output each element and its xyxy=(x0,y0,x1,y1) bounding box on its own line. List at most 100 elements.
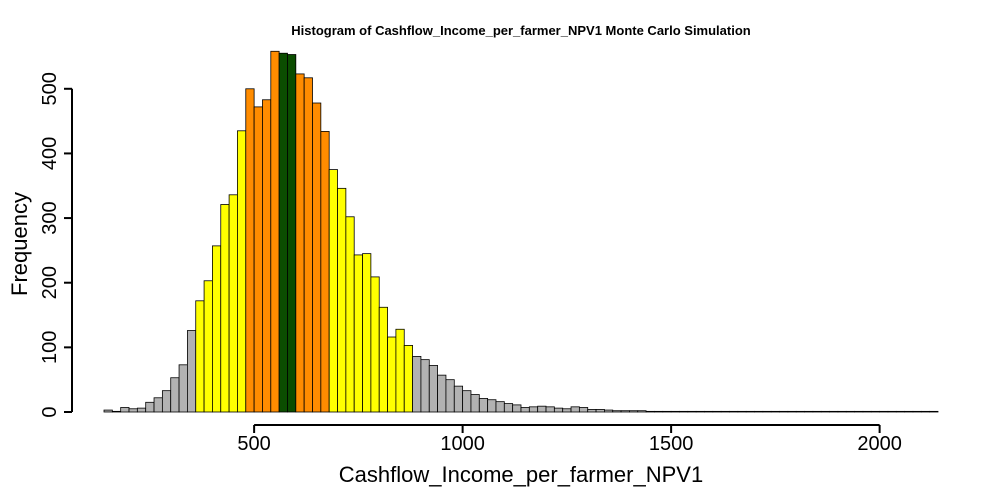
histogram-bar xyxy=(562,408,572,413)
histogram-bar xyxy=(837,410,847,413)
histogram-bar xyxy=(287,54,297,413)
histogram-bar xyxy=(136,407,147,413)
histogram-bar xyxy=(520,407,530,413)
histogram-bar xyxy=(854,410,864,413)
histogram-bar xyxy=(512,404,522,413)
histogram-bar xyxy=(270,50,280,413)
histogram-bar xyxy=(278,52,288,413)
histogram-bar xyxy=(904,410,914,413)
histogram-bar xyxy=(570,406,580,413)
histogram-bar xyxy=(195,300,205,413)
histogram-bar xyxy=(170,377,180,413)
histogram-bar xyxy=(428,365,439,413)
histogram-bar xyxy=(453,385,464,413)
histogram-bar xyxy=(829,410,839,413)
histogram-bar xyxy=(228,194,238,413)
histogram-bar xyxy=(220,204,230,413)
histogram-bar xyxy=(412,356,422,413)
x-tick-label: 1000 xyxy=(440,433,485,455)
histogram-bar xyxy=(720,410,730,413)
histogram-bar xyxy=(295,73,305,413)
histogram-bar xyxy=(629,410,639,413)
histogram-bar xyxy=(495,401,505,413)
histogram-bar xyxy=(353,254,363,413)
histogram-bar xyxy=(487,399,497,413)
histogram-bar xyxy=(770,410,780,413)
histogram-bar xyxy=(754,410,764,413)
histogram-bar xyxy=(820,410,830,413)
histogram-bar xyxy=(153,397,163,413)
y-tick-label: 300 xyxy=(39,201,61,234)
histogram-bar xyxy=(262,99,272,413)
histogram-bar xyxy=(787,410,797,413)
histogram-bar xyxy=(578,407,589,413)
y-axis: 0 100 200 300 400 500 xyxy=(39,72,73,418)
x-tick-label: 1500 xyxy=(649,433,694,455)
histogram-bar xyxy=(362,253,372,413)
histogram-bar xyxy=(370,276,380,413)
x-tick-label: 500 xyxy=(237,433,270,455)
histogram-bar xyxy=(528,406,539,413)
histogram-bar xyxy=(403,345,413,413)
y-tick-label: 0 xyxy=(39,406,61,417)
histogram-bar xyxy=(879,410,889,413)
histogram-bar xyxy=(420,359,430,413)
histogram-bar xyxy=(503,403,514,413)
histogram-bar xyxy=(537,405,547,413)
histogram-bar xyxy=(470,394,480,413)
histogram-bar xyxy=(595,409,605,413)
histogram-bar xyxy=(845,410,856,413)
histogram-bar xyxy=(920,410,931,413)
histogram-bar xyxy=(670,410,680,413)
x-axis-label: Cashflow_Income_per_farmer_NPV1 xyxy=(339,462,703,487)
x-axis: 500 1000 1500 2000 xyxy=(237,424,902,455)
histogram-bar xyxy=(587,409,597,413)
histogram-bar xyxy=(654,410,664,413)
y-tick-label: 400 xyxy=(39,137,61,170)
histogram-bar xyxy=(445,379,455,413)
histogram-bar xyxy=(604,409,614,413)
histogram-bar xyxy=(178,364,188,413)
histogram-bar xyxy=(303,77,313,413)
histogram-bar xyxy=(620,410,630,413)
histogram-bar xyxy=(645,410,655,413)
histogram-bar xyxy=(387,336,397,413)
histogram-bar xyxy=(378,306,388,413)
histogram-bar xyxy=(779,410,789,413)
histogram-bar xyxy=(545,406,555,413)
histogram-bar xyxy=(729,410,739,413)
histogram-bar xyxy=(687,410,697,413)
histogram-bar xyxy=(695,410,705,413)
histogram-bar xyxy=(111,410,122,413)
histogram-bar xyxy=(320,131,330,413)
histogram-bar xyxy=(745,410,755,413)
y-tick-label: 200 xyxy=(39,266,61,299)
histogram-bar xyxy=(712,410,722,413)
histogram-bar xyxy=(704,410,714,413)
histogram-bar xyxy=(887,410,897,413)
histogram-bar xyxy=(395,328,405,413)
histogram-bar xyxy=(812,410,822,413)
histogram-bar xyxy=(237,130,247,413)
histogram-bar xyxy=(870,410,881,413)
histogram-bar xyxy=(737,410,747,413)
histogram-bar xyxy=(929,410,939,413)
histogram-bar xyxy=(795,410,805,413)
histogram-bar xyxy=(212,245,222,413)
histogram-bar xyxy=(337,187,347,413)
histogram-bar xyxy=(862,410,872,413)
histogram-bar xyxy=(804,410,814,413)
histogram-bar xyxy=(328,169,338,413)
bars-group xyxy=(103,50,939,413)
histogram-bar xyxy=(462,390,472,413)
histogram-bar xyxy=(103,409,113,413)
histogram-bar xyxy=(253,106,263,413)
histogram-bar xyxy=(553,407,564,413)
histogram-bar xyxy=(662,410,672,413)
y-axis-label: Frequency xyxy=(7,192,32,296)
histogram-bar xyxy=(145,401,155,413)
histogram-bar xyxy=(637,410,647,413)
y-tick-label: 500 xyxy=(39,72,61,105)
histogram-bar xyxy=(895,410,906,413)
